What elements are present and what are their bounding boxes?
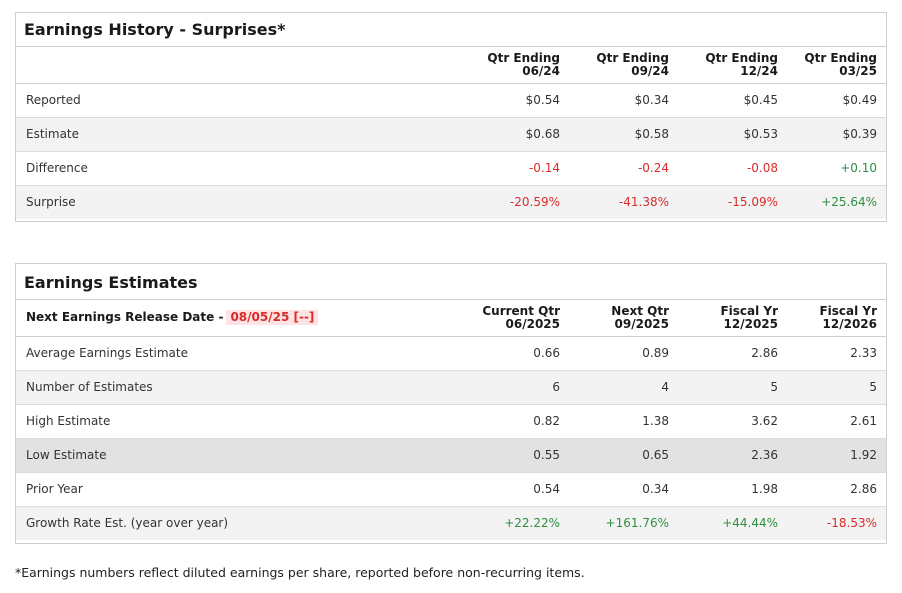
value-cell: $0.39 [778, 117, 886, 152]
table-row: Surprise -20.59% -41.38% -15.09% +25.64% [16, 185, 886, 219]
value-cell: 0.54 [451, 472, 560, 507]
earnings-estimates-table: Next Earnings Release Date -08/05/25 [--… [16, 300, 886, 540]
value-cell: 6 [451, 370, 560, 405]
footnote: *Earnings numbers reflect diluted earnin… [15, 565, 585, 580]
value-cell: 2.36 [669, 438, 778, 473]
value-cell: +161.76% [560, 506, 669, 540]
row-label-average-earnings-estimate: Average Earnings Estimate [16, 336, 451, 371]
value-cell: +0.10 [778, 151, 886, 186]
value-cell: +22.22% [451, 506, 560, 540]
table-row: Difference -0.14 -0.24 -0.08 +0.10 [16, 151, 886, 186]
header-label-cell [16, 47, 451, 84]
value-cell: 1.92 [778, 438, 886, 473]
table-row: Reported $0.54 $0.34 $0.45 $0.49 [16, 83, 886, 118]
value-cell: -20.59% [451, 185, 560, 219]
value-cell: 0.82 [451, 404, 560, 439]
col-header-fiscal-yr-2025: Fiscal Yr 12/2025 [669, 300, 778, 337]
value-cell: 3.62 [669, 404, 778, 439]
row-label-prior-year: Prior Year [16, 472, 451, 507]
value-cell: -15.09% [669, 185, 778, 219]
value-cell: $0.54 [451, 83, 560, 118]
col-header-next-qtr: Next Qtr 09/2025 [560, 300, 669, 337]
row-label-surprise: Surprise [16, 185, 451, 219]
value-cell: 1.98 [669, 472, 778, 507]
table-row: Low Estimate 0.55 0.65 2.36 1.92 [16, 438, 886, 473]
table-row: High Estimate 0.82 1.38 3.62 2.61 [16, 404, 886, 439]
table-row: Number of Estimates 6 4 5 5 [16, 370, 886, 405]
next-release-date-badge[interactable]: 08/05/25 [--] [226, 310, 319, 326]
earnings-estimates-title: Earnings Estimates [16, 264, 886, 300]
row-label-estimate: Estimate [16, 117, 451, 152]
col-header-fiscal-yr-2026: Fiscal Yr 12/2026 [778, 300, 886, 337]
table-row: Prior Year 0.54 0.34 1.98 2.86 [16, 472, 886, 507]
value-cell: 0.55 [451, 438, 560, 473]
value-cell: 0.66 [451, 336, 560, 371]
earnings-history-panel: Earnings History - Surprises* Qtr Ending… [15, 12, 887, 222]
value-cell: 2.61 [778, 404, 886, 439]
value-cell: -18.53% [778, 506, 886, 540]
value-cell: 0.65 [560, 438, 669, 473]
row-label-growth-rate-est: Growth Rate Est. (year over year) [16, 506, 451, 540]
value-cell: 4 [560, 370, 669, 405]
col-header-current-qtr: Current Qtr 06/2025 [451, 300, 560, 337]
value-cell: 0.89 [560, 336, 669, 371]
value-cell: 5 [778, 370, 886, 405]
earnings-history-title: Earnings History - Surprises* [16, 13, 886, 47]
value-cell: -0.14 [451, 151, 560, 186]
value-cell: -0.24 [560, 151, 669, 186]
value-cell: 5 [669, 370, 778, 405]
earnings-history-table: Qtr Ending 06/24 Qtr Ending 09/24 Qtr Endi… [16, 47, 886, 219]
col-header-qtr-1224: Qtr Ending 12/24 [669, 47, 778, 84]
row-label-number-of-estimates: Number of Estimates [16, 370, 451, 405]
value-cell: 0.34 [560, 472, 669, 507]
row-label-high-estimate: High Estimate [16, 404, 451, 439]
value-cell: -0.08 [669, 151, 778, 186]
value-cell: $0.53 [669, 117, 778, 152]
col-header-qtr-0624: Qtr Ending 06/24 [451, 47, 560, 84]
value-cell: 2.86 [669, 336, 778, 371]
row-label-reported: Reported [16, 83, 451, 118]
value-cell: 2.33 [778, 336, 886, 371]
value-cell: $0.68 [451, 117, 560, 152]
value-cell: 2.86 [778, 472, 886, 507]
value-cell: +44.44% [669, 506, 778, 540]
col-header-qtr-0924: Qtr Ending 09/24 [560, 47, 669, 84]
table-row: Estimate $0.68 $0.58 $0.53 $0.39 [16, 117, 886, 152]
value-cell: $0.49 [778, 83, 886, 118]
value-cell: 1.38 [560, 404, 669, 439]
table-row: Average Earnings Estimate 0.66 0.89 2.86… [16, 336, 886, 371]
next-release-label: Next Earnings Release Date - [26, 310, 224, 325]
value-cell: $0.34 [560, 83, 669, 118]
value-cell: $0.45 [669, 83, 778, 118]
table-row: Growth Rate Est. (year over year) +22.22… [16, 506, 886, 540]
row-label-low-estimate: Low Estimate [16, 438, 451, 473]
value-cell: +25.64% [778, 185, 886, 219]
row-label-difference: Difference [16, 151, 451, 186]
next-release-header: Next Earnings Release Date -08/05/25 [--… [16, 300, 451, 337]
col-header-qtr-0325: Qtr Ending 03/25 [778, 47, 886, 84]
value-cell: -41.38% [560, 185, 669, 219]
earnings-estimates-panel: Earnings Estimates Next Earnings Release… [15, 263, 887, 544]
value-cell: $0.58 [560, 117, 669, 152]
